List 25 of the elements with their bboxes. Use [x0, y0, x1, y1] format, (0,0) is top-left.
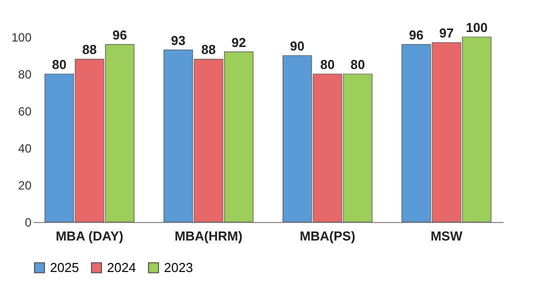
x-tick-label: MSW: [430, 228, 464, 244]
data-label: 96: [112, 27, 128, 42]
data-label: 100: [466, 20, 488, 35]
x-tick-label: MBA (DAY): [56, 228, 124, 244]
data-label: 88: [201, 42, 216, 58]
y-tick-label: 40: [18, 142, 32, 156]
data-label: 93: [171, 32, 186, 48]
legend-label: 2024: [107, 260, 136, 275]
data-label: 80: [320, 57, 335, 72]
x-tick-label: MBA(PS): [300, 228, 356, 244]
data-label: 80: [350, 57, 365, 72]
data-label: 90: [290, 38, 304, 54]
y-tick-label: 20: [18, 178, 32, 192]
data-label: 97: [439, 26, 454, 41]
data-label: 88: [82, 42, 97, 58]
data-label: 80: [52, 57, 66, 72]
legend-label: 2023: [164, 260, 193, 275]
y-tick-label: 0: [24, 216, 32, 230]
y-tick-label: 60: [18, 104, 32, 118]
x-tick-label: MBA(HRM): [174, 228, 242, 244]
data-label: 96: [408, 27, 424, 42]
y-tick-label: 80: [18, 68, 32, 82]
legend-label: 2025: [50, 260, 79, 275]
y-tick-label: 100: [11, 30, 32, 44]
data-label: 92: [232, 34, 246, 50]
